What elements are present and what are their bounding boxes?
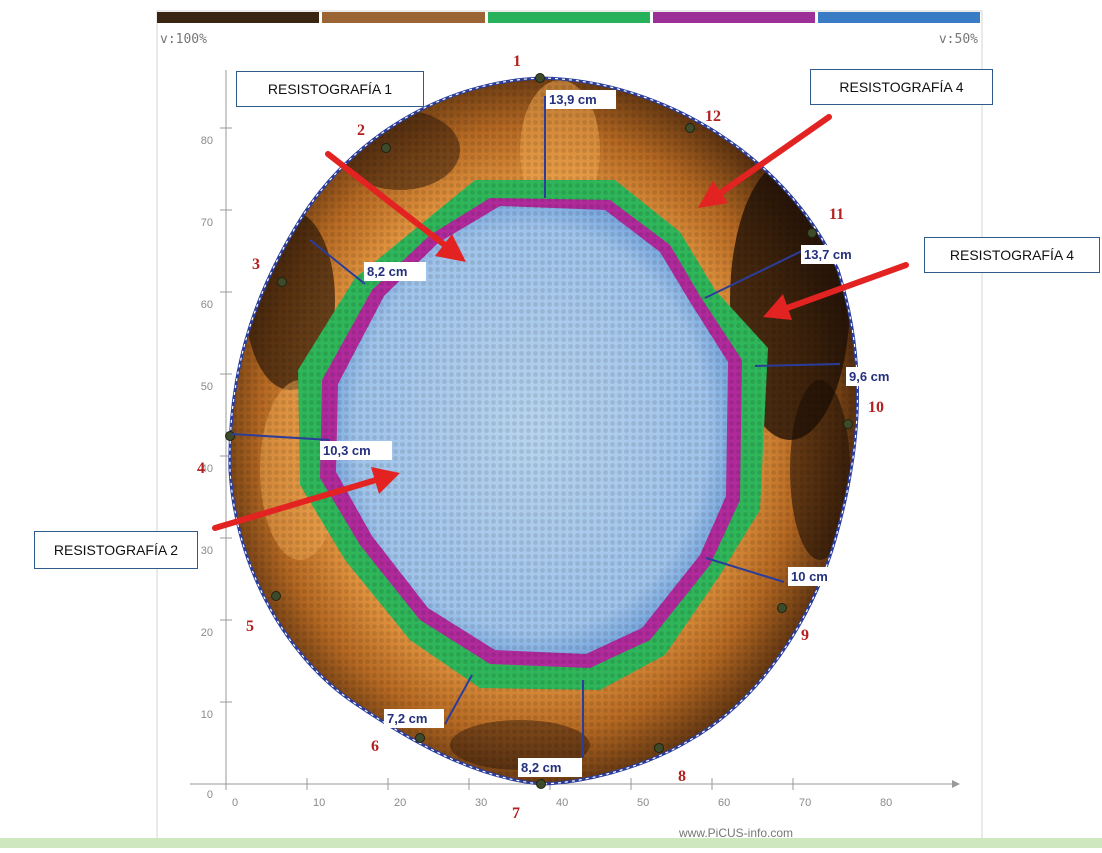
measurement-line	[444, 674, 473, 725]
y-tick-label: 80	[201, 135, 213, 147]
color-scale-bar	[157, 12, 980, 23]
callout-resistografia-1: RESISTOGRAFÍA 1	[236, 71, 424, 107]
color-scale-segment	[322, 12, 485, 23]
bottom-strip	[0, 838, 1102, 848]
sensor-number: 2	[357, 122, 365, 139]
sensor-number: 7	[512, 805, 520, 822]
arrowhead-icon	[698, 181, 728, 208]
arrow-4	[212, 477, 379, 531]
measurement-label: 8,2 cm	[521, 760, 561, 775]
y-tick-label: 40	[201, 463, 213, 475]
sensor-numbers: 1 2 3 4 5 6 7 8 9 10 11 12	[197, 53, 884, 822]
measurement-label: 13,7 cm	[804, 247, 852, 262]
tomogram	[229, 78, 858, 784]
sensor-number: 10	[868, 399, 884, 416]
axes	[190, 70, 952, 790]
sensor-number: 5	[246, 618, 254, 635]
sensor-point	[777, 603, 787, 613]
measurement-line	[309, 239, 366, 285]
color-scale-segment	[157, 12, 319, 23]
sensor-point	[536, 779, 546, 789]
sensor-number: 6	[371, 738, 379, 755]
sensor-point	[415, 733, 425, 743]
arrowhead-icon	[763, 294, 792, 320]
measurement-label: 9,6 cm	[849, 369, 889, 384]
sensor-points	[225, 73, 853, 789]
scale-label-left: v:100%	[160, 32, 207, 47]
y-tick-label: 70	[201, 217, 213, 229]
sensor-number: 8	[678, 768, 686, 785]
sensor-number: 1	[513, 53, 521, 70]
x-tick-label: 0	[232, 797, 238, 809]
x-tick-label: 10	[313, 797, 325, 809]
arrow-2	[716, 114, 832, 197]
x-tick-label: 30	[475, 797, 487, 809]
arrow-3	[784, 262, 909, 311]
measurement-labels: 13,9 cm 8,2 cm 13,7 cm 9,6 cm 10,3 cm 10…	[320, 90, 910, 777]
sensor-number: 12	[705, 108, 721, 125]
color-scale-segment	[653, 12, 815, 23]
sensor-number: 9	[801, 627, 809, 644]
callout-resistografia-2: RESISTOGRAFÍA 2	[34, 531, 198, 569]
trunk-outline-dashes	[229, 77, 859, 785]
measurement-line	[705, 557, 785, 583]
measurement-line	[754, 363, 841, 367]
measurement-label: 10 cm	[791, 569, 828, 584]
sensor-number: 4	[197, 460, 205, 477]
scale-label-right: v:50%	[939, 32, 978, 47]
measurement-line	[231, 433, 331, 441]
sensor-point	[271, 591, 281, 601]
measurement-line	[704, 247, 809, 299]
sensor-point	[807, 228, 817, 238]
measurement-label: 13,9 cm	[549, 92, 597, 107]
y-tick-label: 0	[207, 789, 213, 801]
callout-arrows	[212, 114, 909, 531]
sensor-point	[225, 431, 235, 441]
arrowhead-icon	[371, 467, 400, 494]
sensor-point	[381, 143, 391, 153]
color-scale-segment	[818, 12, 980, 23]
sensor-number: 3	[252, 256, 260, 273]
measurement-grid-texture	[229, 78, 858, 784]
x-tick-label: 20	[394, 797, 406, 809]
y-tick-label: 50	[201, 381, 213, 393]
callout-resistografia-4-top: RESISTOGRAFÍA 4	[810, 69, 993, 105]
sensor-point	[654, 743, 664, 753]
measurement-label: 10,3 cm	[323, 443, 371, 458]
sensor-point	[535, 73, 545, 83]
sensor-point	[685, 123, 695, 133]
sensor-point	[843, 419, 853, 429]
measurement-label: 8,2 cm	[367, 264, 407, 279]
sensor-number: 11	[829, 206, 844, 223]
measurement-lines	[231, 96, 841, 758]
sensor-point	[277, 277, 287, 287]
y-tick-label: 30	[201, 545, 213, 557]
measurement-label: 7,2 cm	[387, 711, 427, 726]
y-tick-label: 20	[201, 627, 213, 639]
arrow-1	[325, 151, 449, 249]
x-tick-label: 50	[637, 797, 649, 809]
arrowhead-icon	[435, 234, 466, 262]
x-tick-label: 80	[880, 797, 892, 809]
x-ticks: 0 10 20 30 40 50 60 70 80	[232, 797, 892, 809]
y-tick-label: 60	[201, 299, 213, 311]
watermark: www.PiCUS-info.com	[678, 826, 793, 840]
x-tick-label: 60	[718, 797, 730, 809]
color-scale-segment	[488, 12, 650, 23]
x-tick-label: 70	[799, 797, 811, 809]
y-ticks: 0 10 20 30 40 50 60 70 80	[201, 135, 213, 801]
y-tick-label: 10	[201, 709, 213, 721]
x-tick-label: 40	[556, 797, 568, 809]
x-axis-arrow-icon	[952, 780, 960, 788]
callout-resistografia-4-right: RESISTOGRAFÍA 4	[924, 237, 1100, 273]
